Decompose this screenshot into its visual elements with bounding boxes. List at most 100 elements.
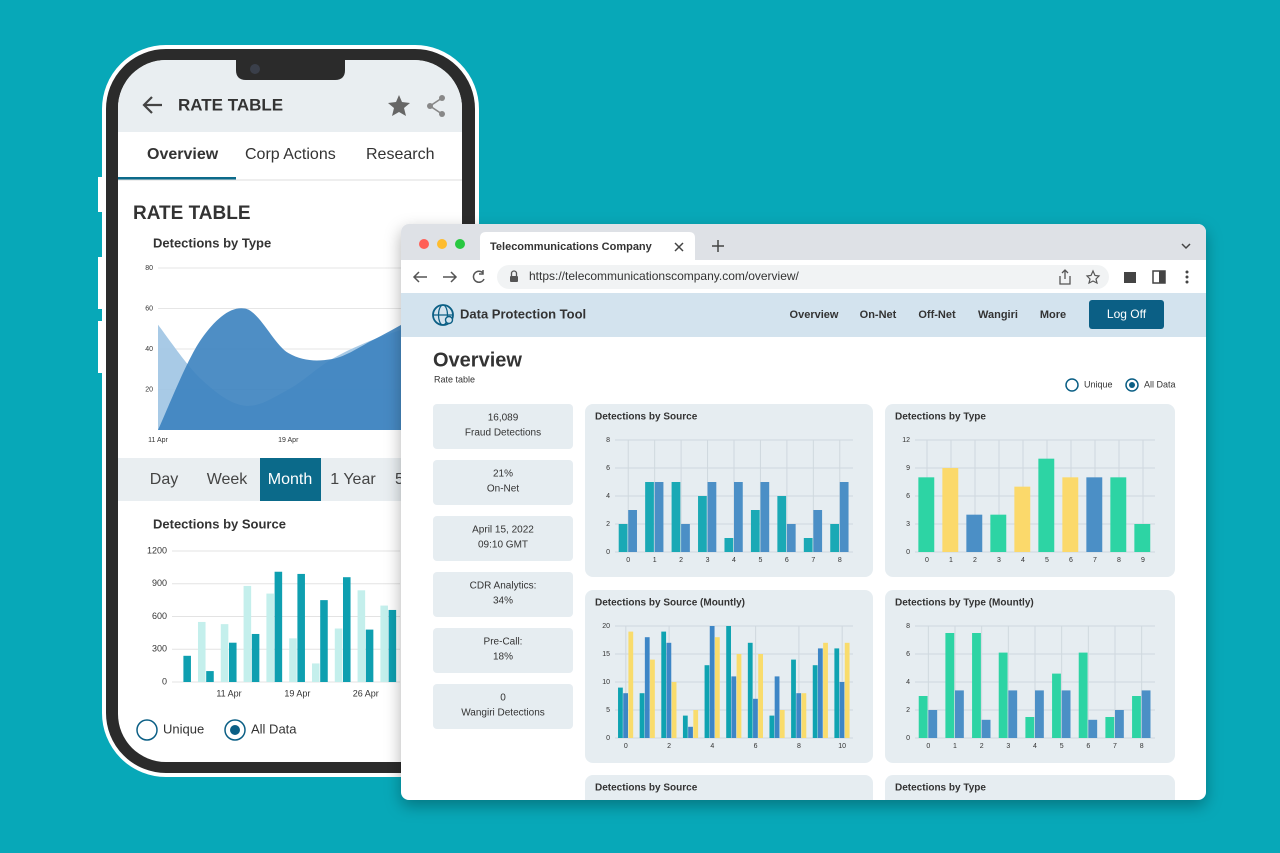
bar: [639, 693, 645, 738]
y-tick-label: 5: [606, 707, 610, 714]
chart-title: Detections by Type: [153, 235, 271, 250]
bar: [774, 676, 780, 738]
tab-menu[interactable]: [1181, 243, 1191, 250]
bar: [274, 571, 283, 682]
bar: [1134, 524, 1151, 552]
x-tick-label: 3: [706, 557, 710, 564]
phone: RATE TABLE Overview Corp Actions Researc…: [98, 45, 479, 777]
bar: [654, 482, 664, 552]
bar: [801, 693, 807, 738]
nav-item[interactable]: On-Net: [860, 309, 897, 321]
tab[interactable]: Overview: [147, 146, 219, 163]
x-tick-label: 3: [1006, 743, 1010, 750]
logout-button[interactable]: [1089, 300, 1164, 329]
bar: [834, 648, 840, 738]
bookmark-icon[interactable]: [1085, 269, 1101, 285]
new-tab[interactable]: [712, 240, 724, 252]
range-option[interactable]: Day: [150, 471, 178, 488]
nav-item[interactable]: Off-Net: [918, 309, 956, 321]
bar: [206, 671, 214, 682]
y-tick-label: 6: [606, 465, 610, 472]
bar: [698, 496, 707, 552]
y-tick-label: 600: [152, 611, 167, 621]
bar: [726, 626, 731, 738]
extensions-icon[interactable]: [1124, 272, 1136, 283]
x-tick-label: 0: [925, 557, 929, 564]
y-tick-label: 80: [145, 265, 153, 272]
x-tick-label: 3: [997, 557, 1001, 564]
radio-label: Unique: [163, 721, 204, 736]
chart-title: Detections by Type (Mountly): [895, 598, 1034, 609]
x-tick-label: 7: [811, 557, 815, 564]
bar: [623, 693, 628, 738]
star-icon[interactable]: [388, 95, 410, 116]
browser-tab[interactable]: [480, 232, 695, 260]
back-button[interactable]: [412, 271, 427, 283]
bar: [650, 659, 655, 738]
bar: [998, 652, 1008, 738]
logout-label: Log Off: [1107, 307, 1147, 321]
range-option[interactable]: 1 Year: [330, 471, 376, 488]
bar: [803, 538, 813, 552]
tab-close[interactable]: [674, 242, 684, 252]
stat-text: On-Net: [487, 484, 519, 495]
bar: [618, 687, 623, 738]
radio[interactable]: [1065, 378, 1079, 392]
chart-title: Detections by Type: [895, 412, 986, 423]
close-dot[interactable]: [419, 239, 429, 249]
x-tick-label: 2: [980, 743, 984, 750]
x-tick-label: 9: [1141, 557, 1145, 564]
range-option[interactable]: Month: [268, 471, 312, 488]
y-tick-label: 4: [906, 679, 910, 686]
stat-text: 09:10 GMT: [478, 540, 528, 551]
share-icon[interactable]: [1059, 269, 1071, 285]
share-icon[interactable]: [427, 95, 445, 117]
x-tick-label: 2: [679, 557, 683, 564]
minimize-dot[interactable]: [437, 239, 447, 249]
bar: [1038, 458, 1055, 552]
bar: [1014, 486, 1031, 552]
app-name: Data Protection Tool: [460, 306, 586, 321]
stat-card: [433, 404, 573, 449]
maximize-dot[interactable]: [455, 239, 465, 249]
bar: [750, 510, 760, 552]
x-tick-label: 4: [1033, 743, 1037, 750]
x-tick-label: 7: [1113, 743, 1117, 750]
bar: [380, 605, 388, 682]
stat-text: 18%: [493, 652, 513, 663]
radio-label: Unique: [1084, 379, 1113, 389]
bar: [628, 631, 634, 738]
bar: [297, 573, 305, 682]
x-tick-label: 5: [758, 557, 762, 564]
nav-item[interactable]: More: [1040, 309, 1066, 321]
bar: [671, 482, 681, 552]
y-tick-label: 4: [606, 493, 610, 500]
range-option[interactable]: Week: [207, 471, 249, 488]
bar: [817, 648, 823, 738]
x-tick-label: 5: [1045, 557, 1049, 564]
y-tick-label: 12: [902, 437, 910, 444]
bar: [1141, 690, 1151, 738]
chart-panel: [585, 775, 873, 800]
tab[interactable]: Corp Actions: [245, 146, 336, 163]
address-bar[interactable]: [497, 265, 1109, 289]
tab[interactable]: Research: [366, 146, 434, 163]
bar: [823, 642, 828, 738]
reload-button[interactable]: [472, 270, 485, 283]
bar: [753, 698, 758, 738]
menu-icon[interactable]: [1185, 270, 1189, 284]
x-tick-label: 1: [953, 743, 957, 750]
y-tick-label: 10: [602, 679, 610, 686]
bar: [786, 524, 796, 552]
forward-button[interactable]: [443, 271, 458, 283]
y-tick-label: 300: [152, 644, 167, 654]
y-tick-label: 0: [162, 676, 167, 686]
radio[interactable]: [136, 719, 158, 741]
x-tick-label: 7: [1093, 557, 1097, 564]
back-button[interactable]: [142, 96, 162, 114]
nav-item[interactable]: Overview: [790, 309, 839, 321]
app-bar-title: RATE TABLE: [178, 95, 283, 114]
nav-item[interactable]: Wangiri: [978, 309, 1018, 321]
bar: [1105, 717, 1115, 738]
y-tick-label: 3: [906, 521, 910, 528]
